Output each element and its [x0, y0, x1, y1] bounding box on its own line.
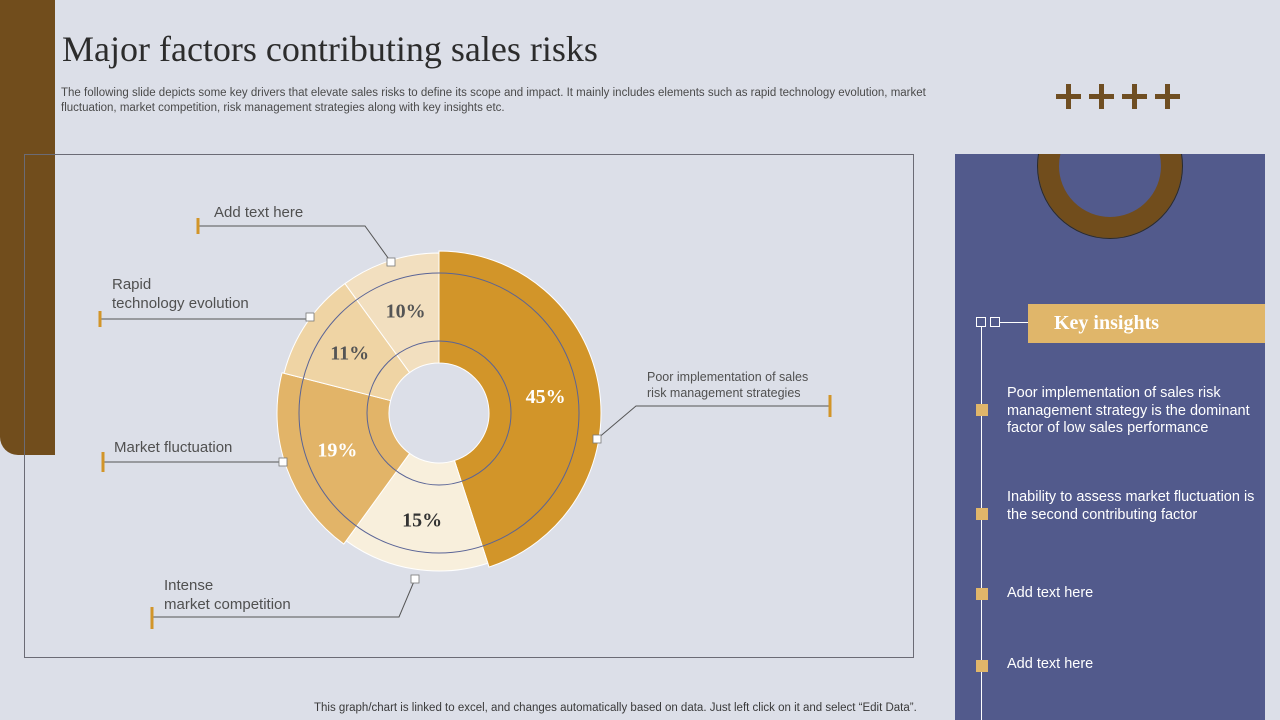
insight-bullet [976, 508, 988, 520]
slice-add-text-here[interactable] [344, 252, 440, 374]
plus-icon [1122, 84, 1147, 109]
leader-intense-competition-marker [410, 574, 420, 584]
ring-decoration [1037, 154, 1183, 239]
label-poor-line1: Poor implementation of sales [647, 370, 809, 384]
label-market-fluctuation: Market fluctuation [114, 439, 233, 456]
slice-poor-implementation-of-sales-risk-management-strategies[interactable] [438, 250, 602, 568]
left-accent-bar [0, 0, 55, 455]
chart-container[interactable]: 45% 15% 19% 11% 10% Add text here Rapid tech… [24, 154, 914, 658]
slice-market-fluctuation[interactable] [276, 372, 411, 545]
leader-poor-implementation-marker [592, 434, 602, 444]
insight-bullet [976, 660, 988, 672]
connector-square [990, 317, 1000, 327]
label-rapid-line1: Rapid [112, 276, 152, 293]
label-add-text: Add text here [214, 204, 304, 221]
leader-intense-competition [152, 578, 416, 618]
connector-square [976, 317, 986, 327]
connector-line [1000, 322, 1028, 323]
data-label-rapid-technology-evolution: 11% [330, 342, 369, 364]
data-label-intense-market-competition: 15% [402, 510, 442, 532]
plus-icon [1056, 84, 1081, 109]
key-insights-header: Key insights [1028, 304, 1265, 343]
data-label-poor-implementation-of-sales-risk-management-strategies: 45% [526, 386, 566, 408]
guide-circle-inner [366, 340, 512, 486]
slice-rapid-technology-evolution[interactable] [283, 282, 411, 402]
leader-market-fluctuation-marker [278, 457, 288, 467]
insight-text-3: Add text here [1007, 585, 1094, 601]
insight-bullet [976, 588, 988, 600]
data-label-market-fluctuation: 19% [317, 440, 357, 462]
footer-note: This graph/chart is linked to excel, and… [314, 702, 917, 714]
leader-add-text-marker [386, 257, 396, 267]
label-intense-line2: market competition [164, 596, 291, 613]
label-intense-line1: Intense [164, 577, 214, 594]
doughnut-chart[interactable]: 45% 15% 19% 11% 10% [25, 155, 913, 657]
insight-text-2: Inability to assess market fluctuation i… [1007, 489, 1255, 523]
label-poor-implementation: Poor implementation of sales risk manage… [647, 369, 808, 401]
plus-icon [1089, 84, 1114, 109]
insight-text-1: Poor implementation of sales risk manage… [1007, 385, 1250, 436]
guide-circle-outer [298, 272, 580, 554]
label-rapid-technology: Rapid technology evolution [112, 275, 249, 313]
leader-poor-implementation [596, 405, 830, 440]
page-title: Major factors contributing sales risks [62, 29, 598, 69]
plus-icon [1155, 84, 1180, 109]
label-intense-competition: Intense market competition [164, 576, 291, 614]
label-rapid-line2: technology evolution [112, 295, 249, 312]
data-label-add-text-here: 10% [386, 300, 426, 322]
leader-add-text [198, 225, 392, 263]
key-insights-title: Key insights [1054, 312, 1160, 334]
insight-text-4: Add text here [1007, 656, 1094, 672]
timeline-line [981, 327, 982, 720]
slice-intense-market-competition[interactable] [345, 452, 489, 572]
page-subtitle: The following slide depicts some key dri… [61, 87, 926, 114]
leader-rapid-technology-marker [305, 312, 315, 322]
insight-bullet [976, 404, 988, 416]
key-insights-panel: Key insights Poor implementation of sale… [955, 154, 1265, 720]
label-poor-line2: risk management strategies [647, 386, 801, 400]
decorative-plus-icons [1056, 84, 1180, 109]
